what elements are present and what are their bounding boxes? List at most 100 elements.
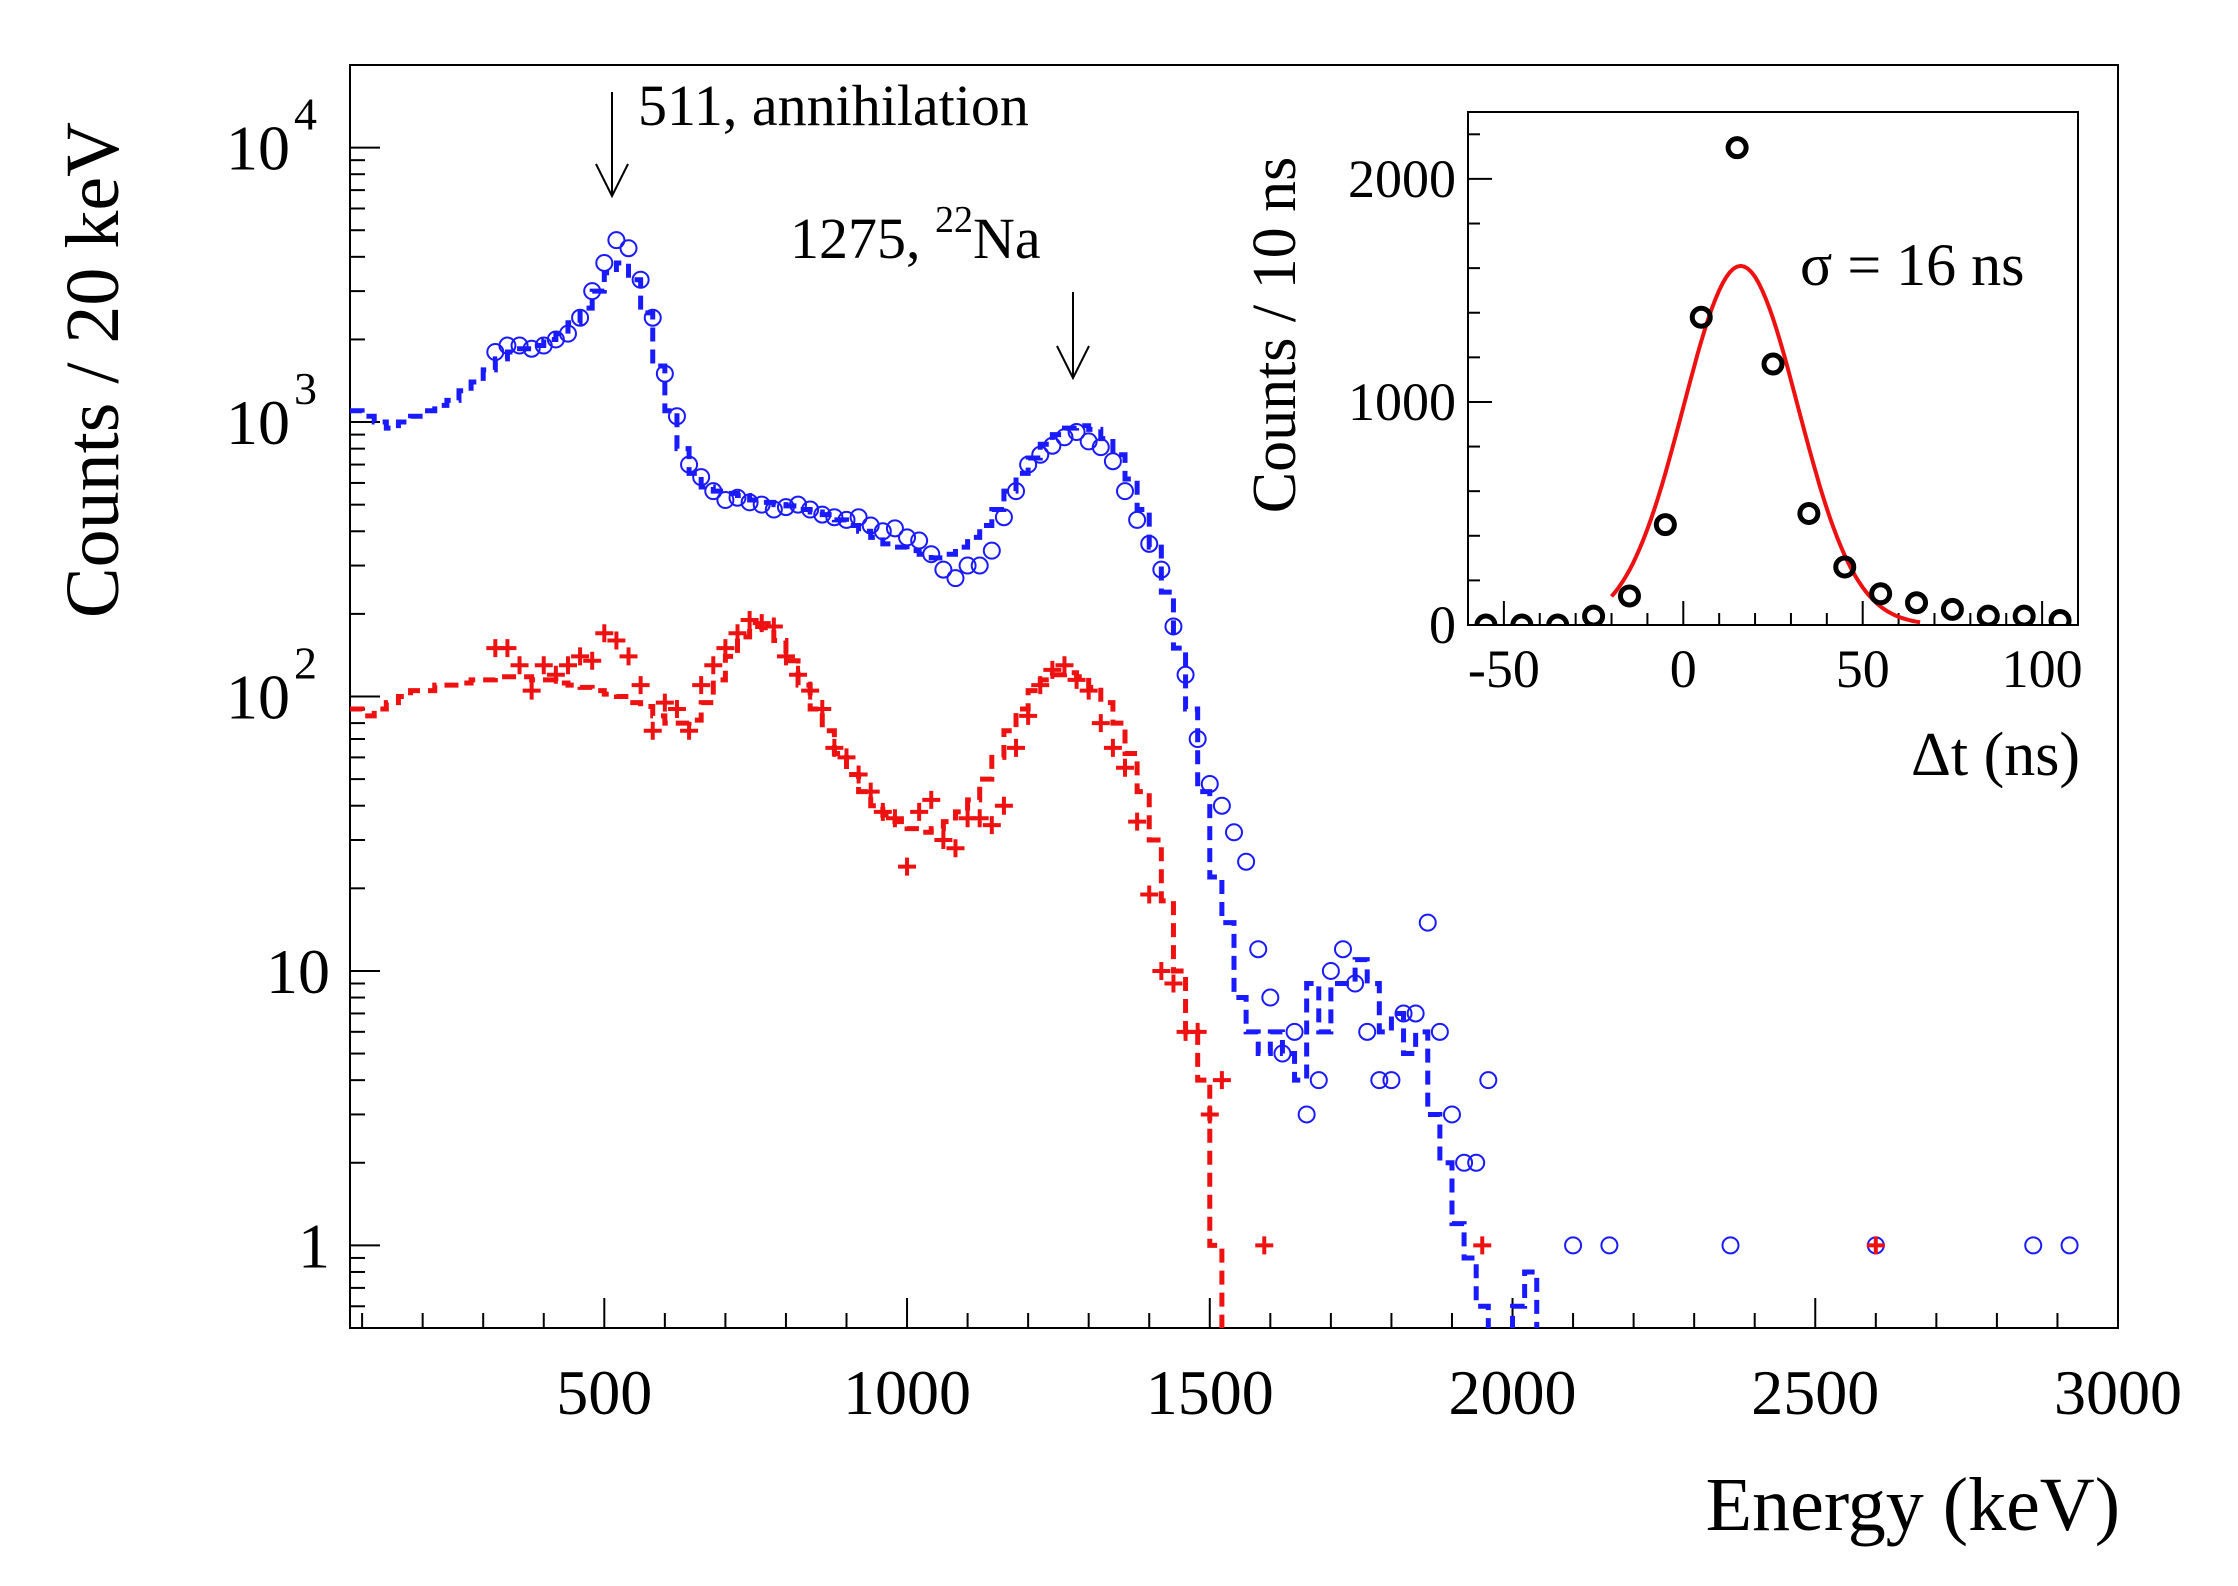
- inset-data-point: [1905, 591, 1929, 615]
- main-x-axis-label: Energy (keV): [1706, 1463, 2120, 1547]
- coincidence-points-marker: [1164, 974, 1183, 993]
- coincidence-points-marker: [558, 656, 577, 675]
- singles-points-marker: [571, 308, 590, 327]
- singles-points-marker: [1370, 1071, 1389, 1090]
- singles-points-marker: [1237, 852, 1256, 871]
- singles-points-marker: [1382, 1071, 1401, 1090]
- annotation-1275-arrowhead: [1056, 345, 1090, 381]
- singles-points-marker: [619, 239, 638, 258]
- coincidence-points-marker: [522, 681, 541, 700]
- inset-data-point: [1582, 604, 1606, 625]
- singles-points-marker: [607, 231, 626, 250]
- coincidence-points-marker: [704, 656, 723, 675]
- inset-y-tick-label: 0: [1429, 595, 1456, 655]
- singles-points-marker: [1418, 913, 1437, 932]
- inset-data-point: [1761, 352, 1785, 376]
- inset-x-tick-label: 50: [1836, 639, 1890, 699]
- singles-points-marker: [1321, 961, 1340, 980]
- inset-data: [1474, 136, 2072, 625]
- coincidence-points-marker: [534, 656, 553, 675]
- coincidence-points-marker: [498, 639, 517, 658]
- x-tick-label: 1500: [1146, 1357, 1274, 1428]
- x-tick-label: 2500: [1751, 1357, 1879, 1428]
- coincidence-points-marker: [510, 656, 529, 675]
- y-tick-label: 10: [226, 113, 290, 184]
- singles-points-marker: [716, 490, 735, 509]
- main-y-axis-label: Counts / 20 keV: [51, 122, 135, 618]
- coincidence-points-marker: [1116, 758, 1135, 777]
- annotation-511-arrowhead: [595, 163, 629, 199]
- inset-data-point: [2048, 609, 2072, 625]
- singles-points-marker: [1128, 510, 1147, 529]
- inset-data-point: [1689, 305, 1713, 329]
- inset-frame: [1467, 111, 2079, 626]
- coincidence-points-marker: [982, 816, 1001, 835]
- coincidence-points-marker: [607, 631, 626, 650]
- inset-data-point: [1510, 613, 1534, 625]
- singles-points-marker: [1212, 796, 1231, 815]
- y-tick-label: 10: [226, 387, 290, 458]
- coincidence-points-marker: [1007, 738, 1026, 757]
- singles-points-marker: [1564, 1236, 1583, 1255]
- annotation-1275-label: 1275, 22Na: [790, 199, 1041, 271]
- inset-sigma-annotation: σ = 16 ns: [1800, 232, 2025, 298]
- coincidence-points-marker: [946, 839, 965, 858]
- coincidence-points-marker: [970, 809, 989, 828]
- coincidence-points-marker: [1128, 812, 1147, 831]
- singles-points-marker: [1358, 1022, 1377, 1041]
- x-tick-label: 3000: [2054, 1357, 2182, 1428]
- x-tick-label: 1000: [843, 1357, 971, 1428]
- inset-data-point: [1725, 136, 1749, 160]
- coincidence-points-marker: [1091, 714, 1110, 733]
- coincidence-points-marker: [1255, 1236, 1274, 1255]
- main-plot-data: [350, 231, 2079, 1328]
- singles-points-marker: [1721, 1236, 1740, 1255]
- singles-points-marker: [1164, 617, 1183, 636]
- annotation-1275-element: Na: [973, 206, 1041, 271]
- inset-x-tick-label: 100: [2002, 639, 2083, 699]
- singles-points-marker: [1406, 1004, 1425, 1023]
- singles-points-marker: [1067, 422, 1086, 441]
- inset-data-point: [1976, 604, 2000, 625]
- coincidence-points-marker: [619, 647, 638, 666]
- singles-points-marker: [1600, 1236, 1619, 1255]
- y-tick-label: 10: [266, 936, 330, 1007]
- annotation-1275-isotope-mass: 22: [935, 199, 973, 241]
- y-tick-label-exponent: 3: [294, 363, 317, 414]
- inset-x-axis-label: Δt (ns): [1911, 721, 2080, 789]
- coincidence-points-marker: [1473, 1236, 1492, 1255]
- singles-points-marker: [934, 560, 953, 579]
- singles-points-marker: [1285, 1022, 1304, 1041]
- singles-points-marker: [631, 270, 650, 289]
- singles-points-marker: [1442, 1105, 1461, 1124]
- inset-data-point: [1869, 582, 1893, 606]
- singles-points-marker: [2060, 1236, 2079, 1255]
- singles-points-marker: [2024, 1236, 2043, 1255]
- x-tick-label: 500: [556, 1357, 652, 1428]
- coincidence-points-marker: [994, 796, 1013, 815]
- singles-points-marker: [946, 569, 965, 588]
- annotation-1275-main: 1275,: [790, 206, 935, 271]
- y-tick-label: 10: [226, 662, 290, 733]
- coincidence-points-marker: [1103, 738, 1122, 757]
- coincidence-points-marker: [1152, 961, 1171, 980]
- singles-points-marker: [728, 488, 747, 507]
- coincidence-points-marker: [583, 651, 602, 670]
- singles-points-marker: [1333, 940, 1352, 959]
- coincidence-points-marker: [898, 857, 917, 876]
- singles-points-marker: [1249, 940, 1268, 959]
- inset-gaussian-fit: [1609, 263, 1921, 625]
- singles-points-marker: [1225, 823, 1243, 842]
- singles-points-marker: [595, 253, 614, 272]
- singles-points-marker: [970, 556, 989, 575]
- inset-x-tick-label: 0: [1670, 639, 1697, 699]
- singles-points-marker: [1455, 1153, 1474, 1172]
- inset-y-tick-label: 1000: [1348, 372, 1456, 432]
- inset-y-axis-label: Counts / 10 ns: [1241, 157, 1309, 514]
- singles-points-marker: [982, 541, 1001, 560]
- x-tick-label: 2000: [1449, 1357, 1577, 1428]
- coincidence-points-marker: [910, 802, 929, 821]
- inset-data-point: [1797, 501, 1821, 525]
